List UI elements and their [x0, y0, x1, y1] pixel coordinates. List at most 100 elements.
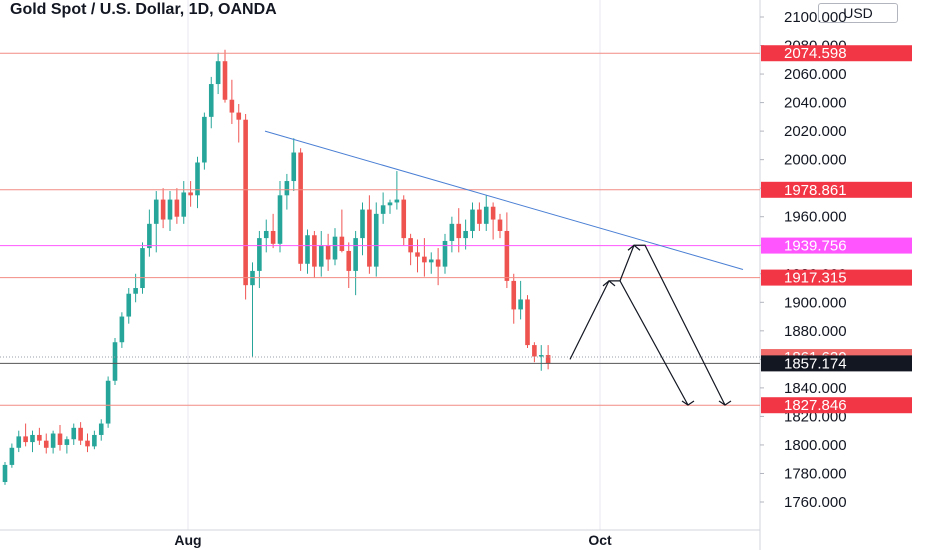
x-tick-label: Oct	[588, 532, 612, 548]
drawings[interactable]	[264, 130, 744, 406]
candle-down	[236, 112, 242, 120]
candle-down	[325, 245, 331, 260]
candle-down	[222, 61, 228, 100]
candle-up	[98, 423, 104, 435]
candle-up	[140, 248, 145, 289]
candle-down	[504, 230, 510, 281]
candle-down	[78, 427, 83, 441]
candle-up	[428, 259, 434, 263]
candle-down	[339, 236, 345, 251]
candle-down	[188, 192, 193, 196]
candle-down	[312, 235, 317, 267]
candle-down	[229, 99, 235, 113]
candle-up	[215, 61, 221, 85]
grid	[0, 0, 761, 550]
currency-button[interactable]: USD	[818, 3, 898, 23]
candle-up	[181, 192, 187, 217]
y-tick-label: 1780.000	[784, 465, 847, 482]
candle-down	[174, 199, 180, 217]
price-axis[interactable]: 1760.0001780.0001800.0001820.0001840.000…	[760, 9, 847, 511]
candle-down	[532, 345, 537, 357]
y-tick-label: 1960.000	[784, 209, 847, 226]
candle-up	[470, 209, 475, 231]
candle-up	[105, 380, 111, 424]
price-tag-1917.315	[761, 269, 912, 286]
candle-up	[257, 238, 262, 271]
candle-down	[85, 440, 90, 447]
candle-up	[318, 245, 324, 267]
candle-up	[153, 199, 159, 224]
y-tick-label: 1800.000	[784, 437, 847, 454]
candle-down	[270, 230, 276, 244]
horizontal-lines[interactable]	[0, 52, 760, 406]
candle-up	[2, 464, 8, 483]
arrowhead-icon	[627, 244, 641, 251]
candle-up	[463, 230, 468, 239]
candle-down	[435, 259, 441, 267]
candle-up	[373, 213, 379, 267]
candle-up	[291, 152, 297, 182]
candle-up	[50, 433, 56, 448]
price-tag-label: 1857.174	[784, 355, 847, 372]
arrowhead-icon	[602, 280, 616, 287]
candle-up	[332, 236, 338, 260]
candle-up	[119, 316, 125, 343]
price-tag-label: 1978.861	[784, 182, 847, 199]
candle-down	[160, 199, 166, 220]
candle-down	[415, 252, 420, 257]
candle-down	[490, 206, 496, 220]
candle-up	[64, 439, 70, 445]
price-tag-1827.846	[761, 397, 912, 414]
y-tick-label: 1880.000	[784, 323, 847, 340]
price-tag-1978.861	[761, 181, 912, 198]
candle-down	[57, 433, 63, 445]
candle-up	[353, 238, 358, 271]
candle-down	[545, 355, 551, 364]
candle-up	[449, 223, 455, 241]
candle-up	[394, 199, 400, 203]
y-tick-label: 1840.000	[784, 380, 847, 397]
candle-down	[525, 299, 530, 346]
candle-up	[442, 240, 448, 267]
candle-up	[30, 434, 35, 443]
candle-down	[243, 119, 248, 286]
candle-down	[511, 280, 517, 310]
candle-down	[37, 434, 42, 441]
candle-up	[147, 223, 152, 249]
candle-up	[277, 195, 283, 244]
y-tick-label: 1900.000	[784, 294, 847, 311]
candle-down	[298, 152, 303, 264]
price-tag-1857.174	[761, 355, 912, 372]
arrowhead-icon	[681, 400, 695, 406]
candle-up	[208, 84, 214, 117]
candle-down	[477, 209, 482, 224]
candle-up	[483, 206, 489, 224]
y-tick-label: 2100.000	[784, 9, 847, 26]
candle-down	[456, 223, 462, 239]
candle-up	[305, 235, 310, 264]
candles	[2, 49, 551, 485]
y-tick-label: 1760.000	[784, 494, 847, 511]
price-tag-label: 1939.756	[784, 238, 847, 255]
candle-up	[518, 299, 523, 310]
candle-up	[195, 162, 200, 196]
price-tags: 2074.5981978.8611939.7561917.3151861.620…	[761, 45, 912, 414]
time-axis[interactable]: Aug Oct	[174, 532, 612, 548]
candle-up	[112, 342, 118, 381]
chart-title: Gold Spot / U.S. Dollar, 1D, OANDA	[10, 1, 277, 18]
candle-up	[202, 116, 207, 163]
candle-up	[360, 209, 365, 239]
candle-down	[497, 219, 503, 231]
price-tag-label: 1827.846	[784, 397, 847, 414]
projection-path-1	[569, 280, 689, 406]
y-tick-label: 2060.000	[784, 66, 847, 83]
candle-up	[92, 434, 97, 447]
price-tag-label: 2074.598	[784, 45, 847, 62]
candle-up	[167, 199, 173, 220]
price-tag-label: 1917.315	[784, 270, 847, 287]
arrowhead-icon	[718, 400, 732, 406]
candle-up	[133, 288, 138, 294]
price-tag-2074.598	[761, 45, 912, 62]
candle-up	[538, 355, 544, 357]
